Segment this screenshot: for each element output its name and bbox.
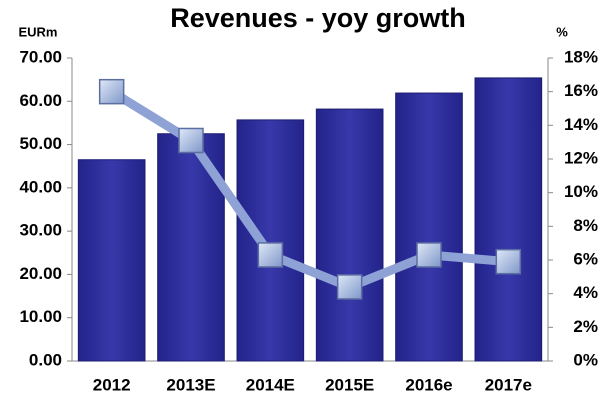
marker: [178, 127, 204, 154]
x-tick-label: 2017e: [485, 375, 532, 394]
y-tick-label: 70.00: [19, 47, 62, 66]
y-tick-label: 0.00: [29, 350, 62, 369]
y2-tick-label: 16%: [564, 81, 598, 100]
y2-tick-label: 0%: [573, 350, 598, 369]
x-tick-label: 2014E: [246, 375, 295, 394]
x-tick-label: 2015E: [325, 375, 374, 394]
y-tick-label: 60.00: [19, 91, 62, 110]
x-tick-label: 2012: [93, 375, 131, 394]
y-tick-label: 40.00: [19, 177, 62, 196]
y-tick-label: 20.00: [19, 264, 62, 283]
bar: [474, 77, 543, 362]
y2-tick-label: 12%: [564, 148, 598, 167]
marker: [495, 248, 522, 275]
y2-tick-label: 4%: [573, 283, 598, 302]
x-tick-label: 2016e: [405, 375, 452, 394]
y-tick-label: 30.00: [19, 221, 62, 240]
y2-axis-label: %: [556, 24, 568, 39]
marker: [257, 242, 284, 268]
bar: [236, 119, 305, 362]
chart-title: Revenues - yoy growth: [170, 3, 466, 33]
y2-tick-label: 18%: [564, 47, 598, 66]
marker: [416, 242, 442, 268]
bar: [395, 92, 463, 362]
y2-tick-label: 6%: [573, 249, 598, 268]
line: [109, 87, 509, 292]
y-axis-label: EURm: [18, 24, 57, 39]
marker: [336, 274, 363, 300]
y2-tick-label: 2%: [573, 317, 598, 336]
y2-tick-label: 10%: [564, 182, 598, 201]
y-tick-label: 10.00: [19, 307, 62, 326]
x-tick-label: 2013E: [166, 375, 215, 394]
y-tick-label: 50.00: [19, 134, 62, 153]
bar: [315, 108, 384, 362]
y2-tick-label: 14%: [564, 115, 598, 134]
y2-tick-label: 8%: [573, 216, 598, 235]
marker: [98, 78, 125, 105]
bar: [77, 159, 146, 362]
